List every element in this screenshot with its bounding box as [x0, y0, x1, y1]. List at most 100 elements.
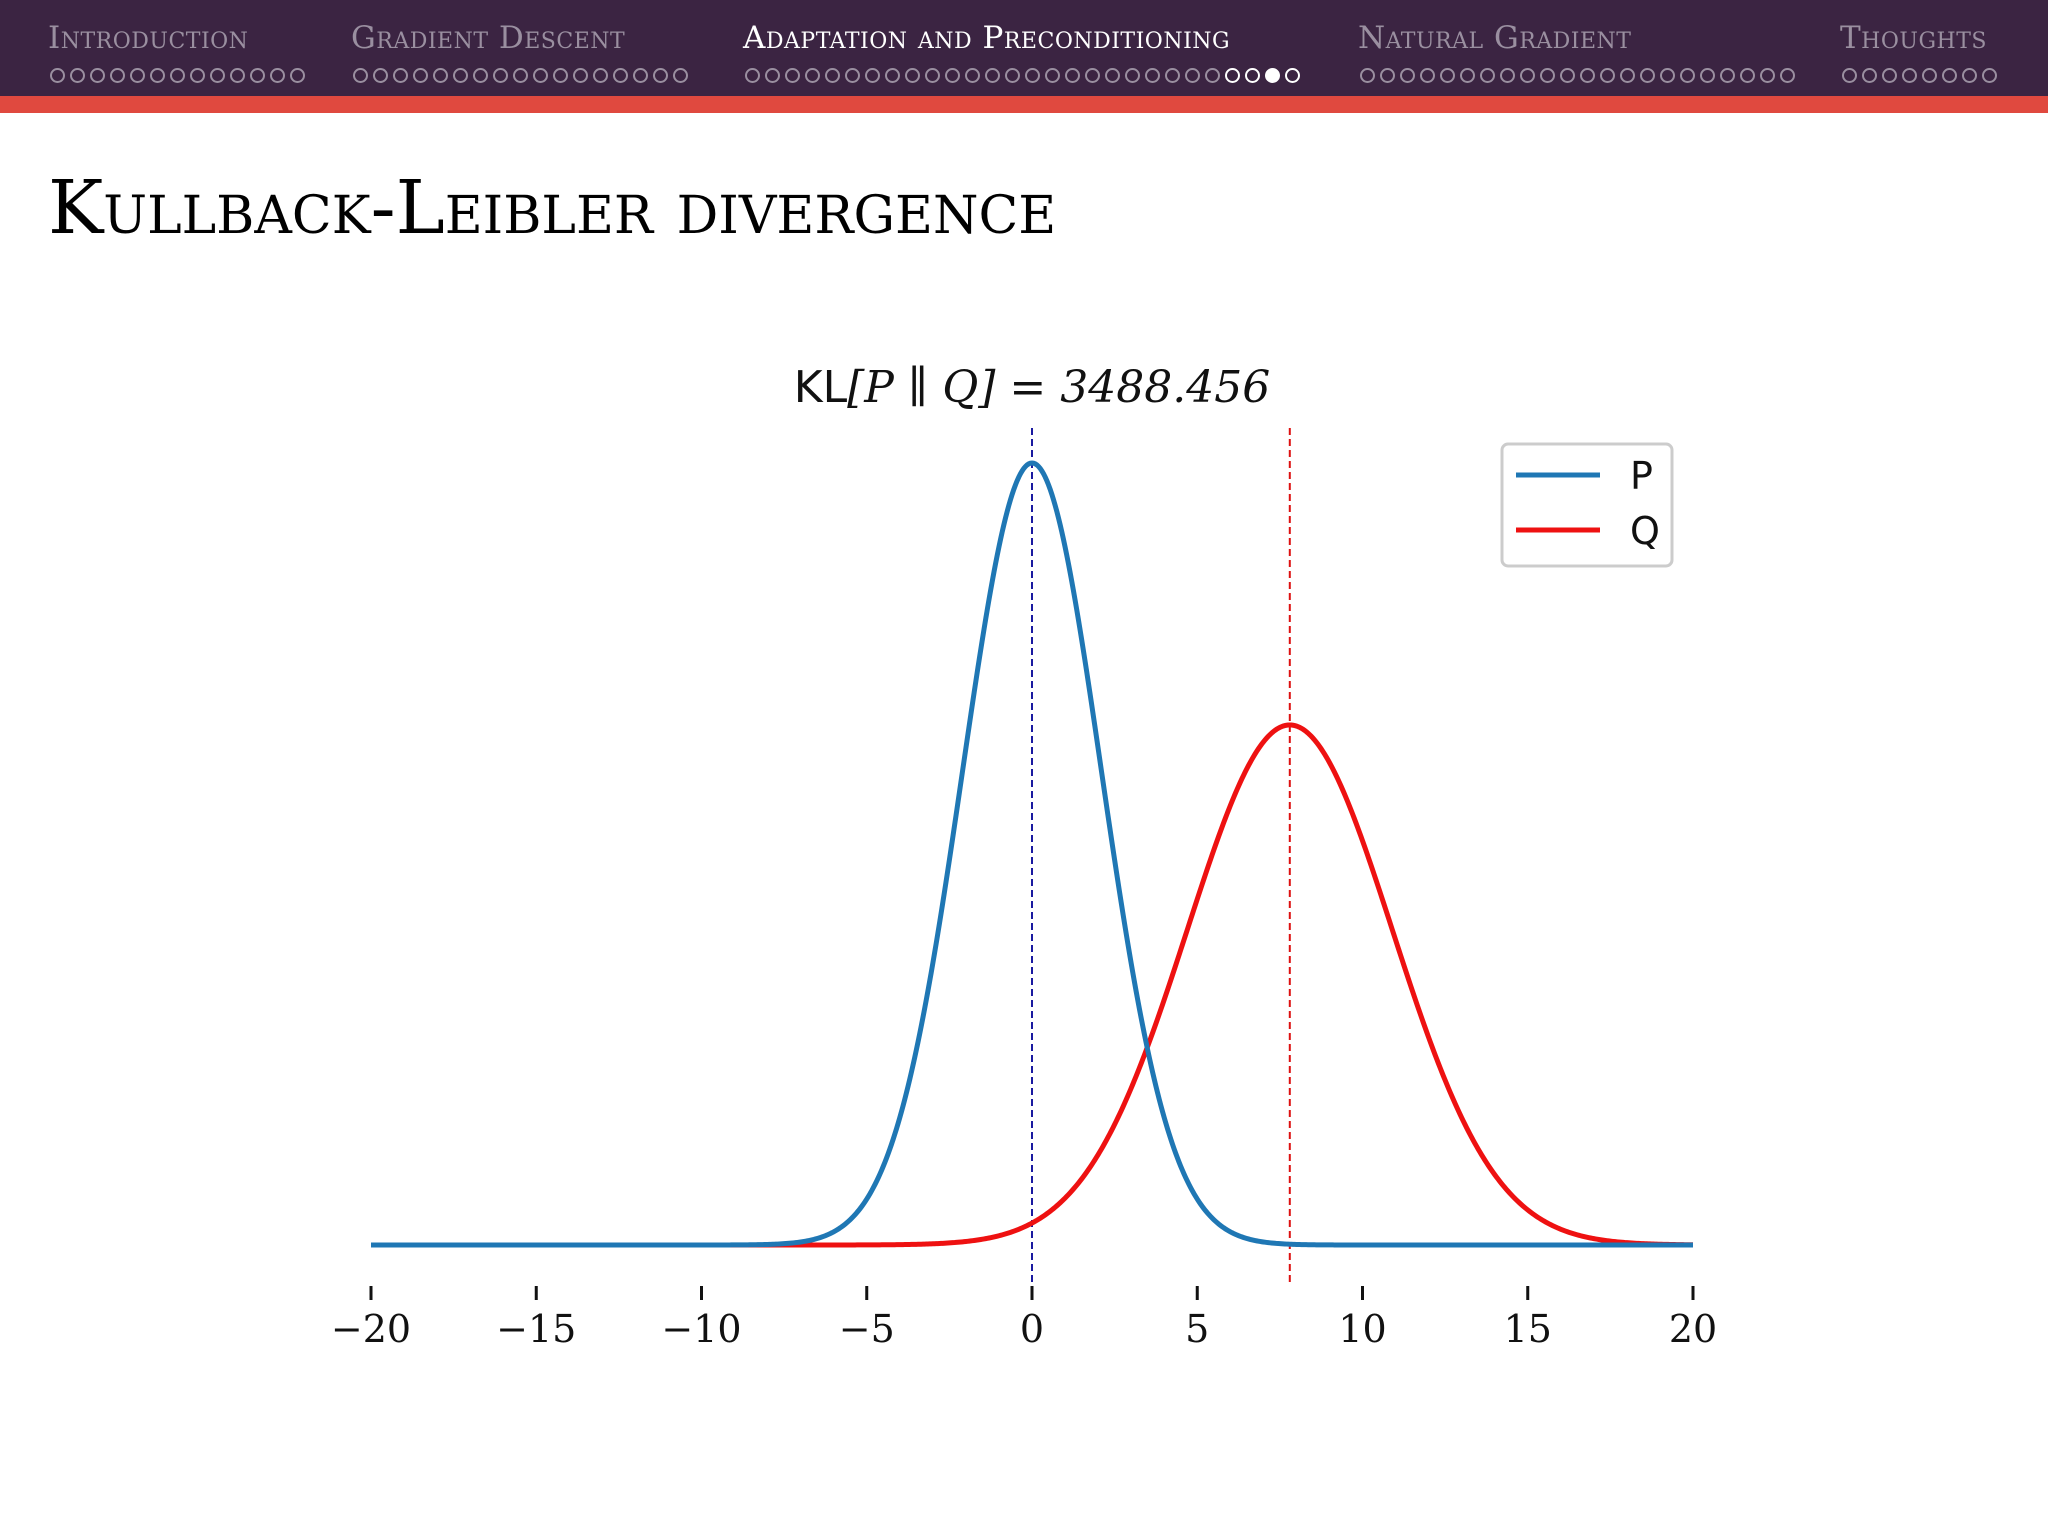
nav-dot[interactable] — [1125, 68, 1140, 83]
nav-dot[interactable] — [805, 68, 820, 83]
nav-dot[interactable] — [130, 68, 145, 83]
nav-dot[interactable] — [945, 68, 960, 83]
nav-dot[interactable] — [673, 68, 688, 83]
nav-dot[interactable] — [90, 68, 105, 83]
nav-dot[interactable] — [1460, 68, 1475, 83]
nav-dot[interactable] — [493, 68, 508, 83]
nav-dot[interactable] — [1440, 68, 1455, 83]
nav-dot[interactable] — [373, 68, 388, 83]
nav-dot[interactable] — [765, 68, 780, 83]
nav-dot[interactable] — [1620, 68, 1635, 83]
nav-dot[interactable] — [885, 68, 900, 83]
nav-dot[interactable] — [1105, 68, 1120, 83]
nav-dot[interactable] — [1680, 68, 1695, 83]
nav-dot[interactable] — [50, 68, 65, 83]
nav-dot[interactable] — [1862, 68, 1877, 83]
nav-dot[interactable] — [1700, 68, 1715, 83]
legend: P Q — [1500, 442, 1674, 568]
x-tick-label: 0 — [1020, 1307, 1044, 1351]
section-navigation-bar: Introduction Gradient Descent Adaptation… — [0, 0, 2048, 96]
nav-dot[interactable] — [745, 68, 760, 83]
nav-section-introduction[interactable]: Introduction — [48, 20, 305, 83]
nav-dot[interactable] — [1580, 68, 1595, 83]
nav-dot[interactable] — [290, 68, 305, 83]
nav-dot[interactable] — [653, 68, 668, 83]
nav-dot[interactable] — [1285, 68, 1300, 83]
nav-dot[interactable] — [1922, 68, 1937, 83]
nav-dot[interactable] — [985, 68, 1000, 83]
nav-dot[interactable] — [1882, 68, 1897, 83]
nav-dot[interactable] — [1005, 68, 1020, 83]
nav-dot[interactable] — [613, 68, 628, 83]
nav-dot[interactable] — [1360, 68, 1375, 83]
nav-dot[interactable] — [1205, 68, 1220, 83]
nav-dot[interactable] — [1600, 68, 1615, 83]
nav-dot[interactable] — [70, 68, 85, 83]
nav-dot[interactable] — [453, 68, 468, 83]
nav-dot[interactable] — [1165, 68, 1180, 83]
nav-dot[interactable] — [210, 68, 225, 83]
nav-dot[interactable] — [965, 68, 980, 83]
nav-section-thoughts[interactable]: Thoughts — [1840, 20, 1997, 83]
nav-dot[interactable] — [1760, 68, 1775, 83]
nav-dot[interactable] — [1045, 68, 1060, 83]
nav-dot[interactable] — [785, 68, 800, 83]
nav-dot[interactable] — [1640, 68, 1655, 83]
nav-progress-dots — [1360, 68, 1800, 86]
nav-dot[interactable] — [1480, 68, 1495, 83]
nav-dot[interactable] — [230, 68, 245, 83]
nav-dot[interactable] — [633, 68, 648, 83]
nav-dot[interactable] — [1780, 68, 1795, 83]
nav-dot[interactable] — [1660, 68, 1675, 83]
nav-dot[interactable] — [1740, 68, 1755, 83]
nav-dot[interactable] — [553, 68, 568, 83]
nav-dot[interactable] — [473, 68, 488, 83]
nav-dot[interactable] — [413, 68, 428, 83]
nav-dot[interactable] — [1842, 68, 1857, 83]
nav-dot[interactable] — [513, 68, 528, 83]
nav-dot[interactable] — [1720, 68, 1735, 83]
nav-dot[interactable] — [1400, 68, 1415, 83]
nav-dot-current[interactable] — [1265, 68, 1280, 83]
nav-dot[interactable] — [270, 68, 285, 83]
nav-dot[interactable] — [250, 68, 265, 83]
nav-section-adaptation-and-preconditioning[interactable]: Adaptation and Preconditioning — [743, 20, 1300, 83]
nav-dot[interactable] — [150, 68, 165, 83]
nav-dot[interactable] — [925, 68, 940, 83]
nav-progress-dots — [1842, 68, 2002, 86]
nav-dot[interactable] — [1520, 68, 1535, 83]
nav-section-gradient-descent[interactable]: Gradient Descent — [351, 20, 688, 83]
nav-dot[interactable] — [353, 68, 368, 83]
nav-dot[interactable] — [905, 68, 920, 83]
nav-dot[interactable] — [845, 68, 860, 83]
nav-dot[interactable] — [533, 68, 548, 83]
nav-dot[interactable] — [1500, 68, 1515, 83]
nav-dot[interactable] — [1245, 68, 1260, 83]
nav-dot[interactable] — [1085, 68, 1100, 83]
legend-label-p: P — [1630, 454, 1653, 498]
nav-dot[interactable] — [825, 68, 840, 83]
nav-dot[interactable] — [1225, 68, 1240, 83]
nav-dot[interactable] — [1540, 68, 1555, 83]
nav-dot[interactable] — [1380, 68, 1395, 83]
nav-dot[interactable] — [1902, 68, 1917, 83]
nav-dot[interactable] — [1185, 68, 1200, 83]
nav-dot[interactable] — [1962, 68, 1977, 83]
nav-dot[interactable] — [573, 68, 588, 83]
nav-dot[interactable] — [1145, 68, 1160, 83]
nav-dot[interactable] — [433, 68, 448, 83]
nav-dot[interactable] — [593, 68, 608, 83]
nav-dot[interactable] — [865, 68, 880, 83]
nav-section-natural-gradient[interactable]: Natural Gradient — [1358, 20, 1795, 83]
nav-dot[interactable] — [170, 68, 185, 83]
nav-dot[interactable] — [1942, 68, 1957, 83]
nav-dot[interactable] — [1025, 68, 1040, 83]
nav-dot[interactable] — [190, 68, 205, 83]
nav-dot[interactable] — [1420, 68, 1435, 83]
nav-dot[interactable] — [110, 68, 125, 83]
nav-dot[interactable] — [1560, 68, 1575, 83]
nav-dot[interactable] — [1065, 68, 1080, 83]
nav-dot[interactable] — [1982, 68, 1997, 83]
nav-dot[interactable] — [393, 68, 408, 83]
